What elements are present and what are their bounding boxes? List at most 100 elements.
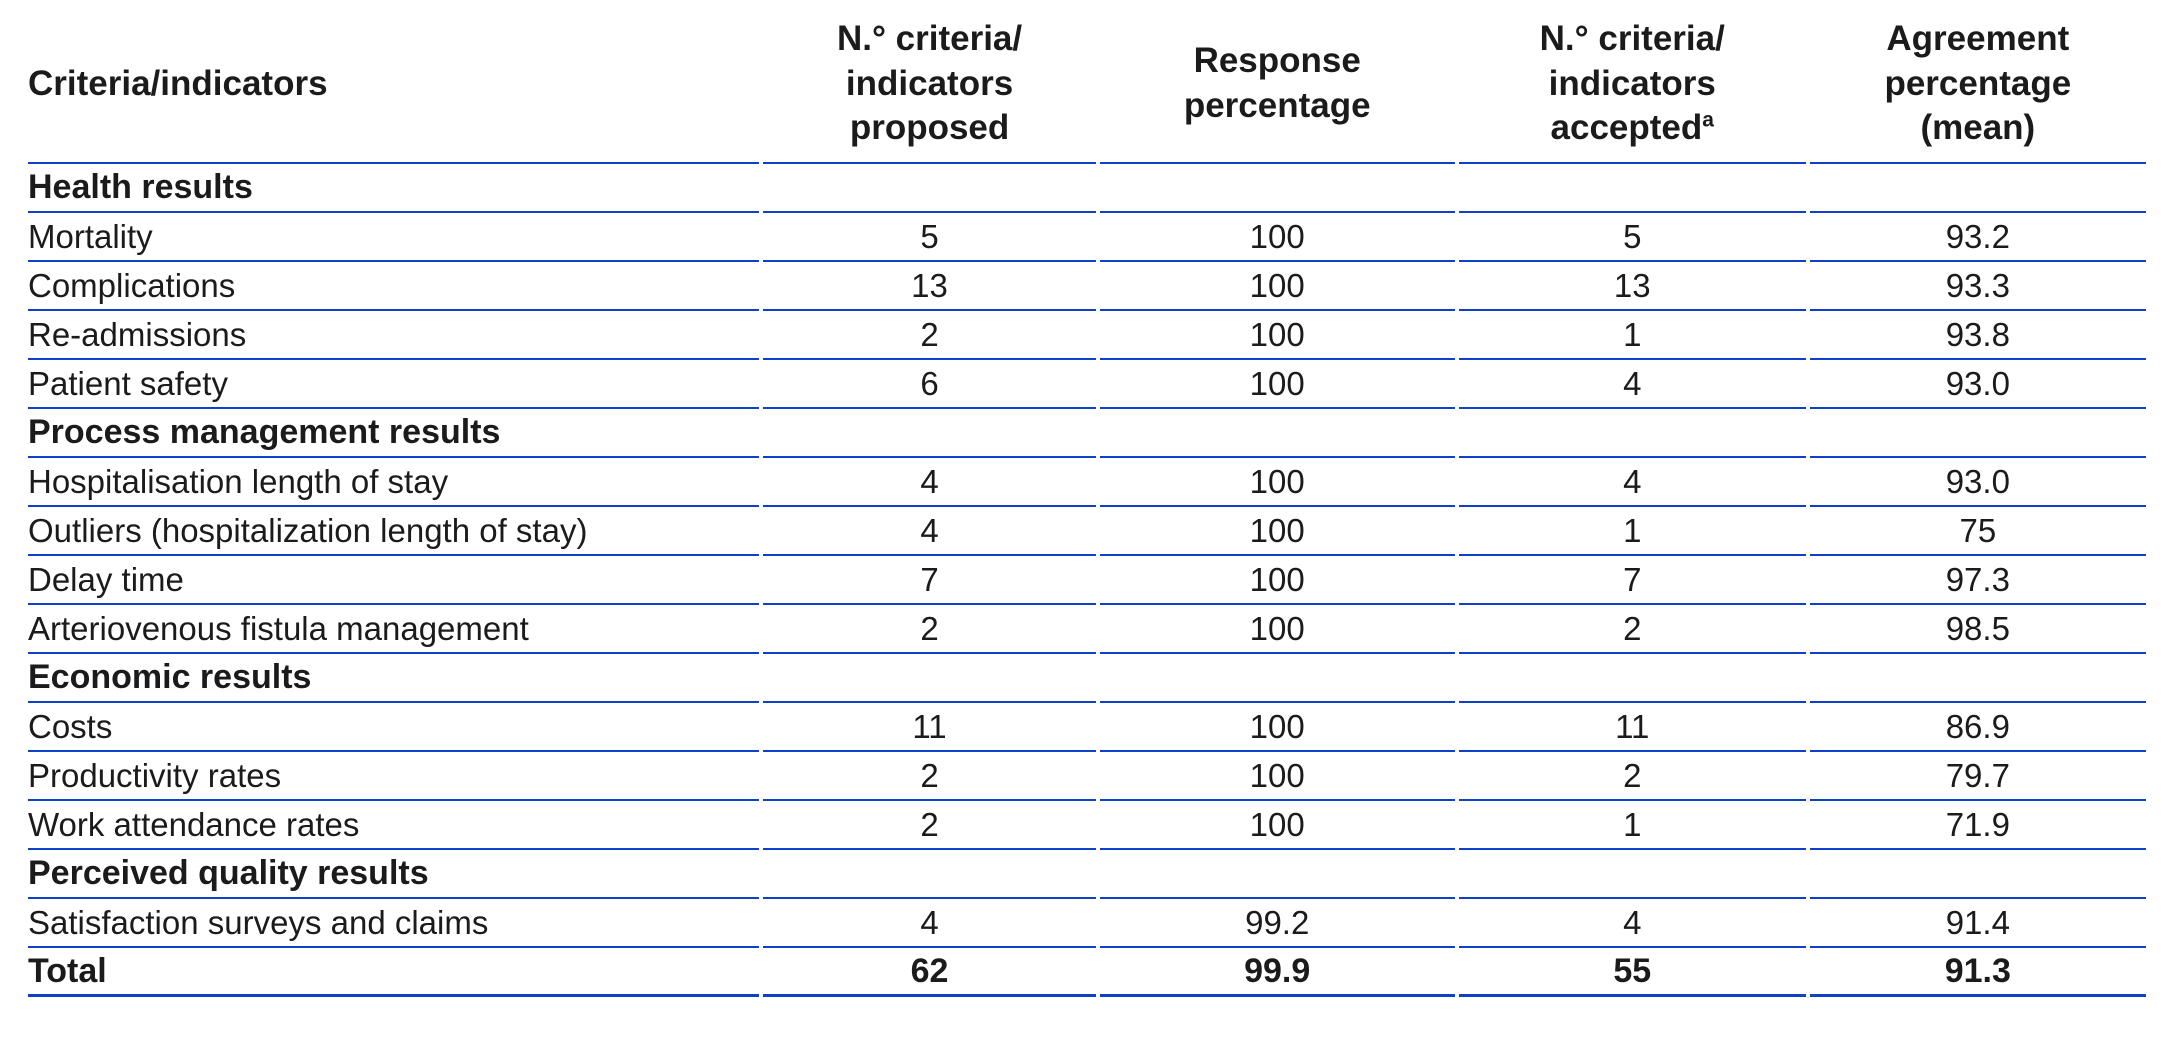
row-label-cell: Re-admissions [28, 311, 760, 360]
response-percentage-cell [1099, 654, 1455, 703]
row-label-cell: Delay time [28, 556, 760, 605]
proposed-count-cell [763, 654, 1096, 703]
response-percentage-cell: 99.9 [1099, 948, 1455, 997]
col-header-accepted: N.° criteria/ indicators accepteda [1458, 6, 1806, 164]
response-percentage-cell: 100 [1099, 213, 1455, 262]
col-header-response-percentage: Response percentage [1099, 6, 1455, 164]
col-header-criteria-indicators: Criteria/indicators [28, 6, 760, 164]
proposed-count-cell [763, 409, 1096, 458]
agreement-percentage-cell: 93.8 [1809, 311, 2146, 360]
agreement-percentage-cell: 93.2 [1809, 213, 2146, 262]
accepted-count-cell: 1 [1458, 507, 1806, 556]
agreement-percentage-cell [1809, 850, 2146, 899]
agreement-percentage-cell: 98.5 [1809, 605, 2146, 654]
accepted-count-cell: 2 [1458, 605, 1806, 654]
row-label-cell: Complications [28, 262, 760, 311]
response-percentage-cell: 100 [1099, 507, 1455, 556]
accepted-count-cell: 4 [1458, 360, 1806, 409]
accepted-count-cell: 4 [1458, 899, 1806, 948]
col-header-label: N.° criteria/ indicators proposed [836, 18, 1023, 148]
col-header-proposed: N.° criteria/ indicators proposed [763, 6, 1096, 164]
proposed-count-cell: 2 [763, 605, 1096, 654]
response-percentage-cell: 100 [1099, 458, 1455, 507]
footnote-marker-a: a [1702, 108, 1714, 132]
row-label-cell: Arteriovenous fistula management [28, 605, 760, 654]
table-row: Mortality 5 100 5 93.2 [28, 213, 2146, 262]
accepted-count-cell [1458, 654, 1806, 703]
agreement-percentage-cell: 97.3 [1809, 556, 2146, 605]
accepted-count-cell: 5 [1458, 213, 1806, 262]
proposed-count-cell: 4 [763, 899, 1096, 948]
table-row: Satisfaction surveys and claims 4 99.2 4 91.… [28, 899, 2146, 948]
response-percentage-cell: 100 [1099, 703, 1455, 752]
row-label-cell: Productivity rates [28, 752, 760, 801]
accepted-count-cell: 4 [1458, 458, 1806, 507]
accepted-count-cell: 1 [1458, 801, 1806, 850]
row-label-cell: Total [28, 948, 760, 997]
agreement-percentage-cell [1809, 654, 2146, 703]
proposed-count-cell: 62 [763, 948, 1096, 997]
accepted-count-cell [1458, 409, 1806, 458]
table-body: Health results Mortality 5 100 5 93.2 Complica… [28, 164, 2146, 997]
row-label-cell: Work attendance rates [28, 801, 760, 850]
proposed-count-cell [763, 850, 1096, 899]
paper-table-page: Criteria/indicators N.° criteria/ indica… [24, 6, 2150, 997]
proposed-count-cell: 4 [763, 458, 1096, 507]
row-label-cell: Process management results [28, 409, 760, 458]
row-label-cell: Hospitalisation length of stay [28, 458, 760, 507]
table-row: Arteriovenous fistula management 2 100 2 98.… [28, 605, 2146, 654]
response-percentage-cell [1099, 850, 1455, 899]
agreement-percentage-cell [1809, 409, 2146, 458]
proposed-count-cell: 13 [763, 262, 1096, 311]
col-header-label: Criteria/indicators [28, 63, 328, 103]
total-row: Total 62 99.9 55 91.3 [28, 948, 2146, 997]
proposed-count-cell: 7 [763, 556, 1096, 605]
table-row: Outliers (hospitalization length of stay… [28, 507, 2146, 556]
row-label-cell: Costs [28, 703, 760, 752]
accepted-count-cell: 11 [1458, 703, 1806, 752]
agreement-percentage-cell: 93.0 [1809, 360, 2146, 409]
row-label-cell: Satisfaction surveys and claims [28, 899, 760, 948]
proposed-count-cell: 11 [763, 703, 1096, 752]
col-header-label: Response percentage [1183, 41, 1371, 125]
response-percentage-cell [1099, 164, 1455, 213]
agreement-percentage-cell: 86.9 [1809, 703, 2146, 752]
col-header-label: Agreement percentage (mean) [1884, 18, 2072, 148]
accepted-count-cell: 13 [1458, 262, 1806, 311]
proposed-count-cell: 2 [763, 752, 1096, 801]
response-percentage-cell: 100 [1099, 360, 1455, 409]
accepted-count-cell: 2 [1458, 752, 1806, 801]
header-row: Criteria/indicators N.° criteria/ indica… [28, 6, 2146, 164]
row-label-cell: Patient safety [28, 360, 760, 409]
col-header-label: N.° criteria/ indicators accepted [1539, 18, 1725, 148]
agreement-percentage-cell: 79.7 [1809, 752, 2146, 801]
table-row: Delay time 7 100 7 97.3 [28, 556, 2146, 605]
section-row: Health results [28, 164, 2146, 213]
proposed-count-cell: 5 [763, 213, 1096, 262]
response-percentage-cell: 100 [1099, 752, 1455, 801]
agreement-percentage-cell: 93.0 [1809, 458, 2146, 507]
table-row: Productivity rates 2 100 2 79.7 [28, 752, 2146, 801]
table-row: Hospitalisation length of stay 4 100 4 93.0 [28, 458, 2146, 507]
section-row: Process management results [28, 409, 2146, 458]
agreement-percentage-cell: 91.3 [1809, 948, 2146, 997]
proposed-count-cell: 2 [763, 311, 1096, 360]
response-percentage-cell [1099, 409, 1455, 458]
response-percentage-cell: 100 [1099, 556, 1455, 605]
criteria-indicators-table: Criteria/indicators N.° criteria/ indica… [24, 6, 2150, 997]
section-row: Perceived quality results [28, 850, 2146, 899]
table-row: Work attendance rates 2 100 1 71.9 [28, 801, 2146, 850]
table-row: Re-admissions 2 100 1 93.8 [28, 311, 2146, 360]
proposed-count-cell: 4 [763, 507, 1096, 556]
agreement-percentage-cell: 71.9 [1809, 801, 2146, 850]
table-header: Criteria/indicators N.° criteria/ indica… [28, 6, 2146, 164]
accepted-count-cell: 1 [1458, 311, 1806, 360]
row-label-cell: Health results [28, 164, 760, 213]
col-header-agreement-percentage: Agreement percentage (mean) [1809, 6, 2146, 164]
agreement-percentage-cell: 91.4 [1809, 899, 2146, 948]
row-label-cell: Mortality [28, 213, 760, 262]
agreement-percentage-cell: 93.3 [1809, 262, 2146, 311]
row-label-cell: Outliers (hospitalization length of stay… [28, 507, 760, 556]
table-row: Patient safety 6 100 4 93.0 [28, 360, 2146, 409]
proposed-count-cell [763, 164, 1096, 213]
